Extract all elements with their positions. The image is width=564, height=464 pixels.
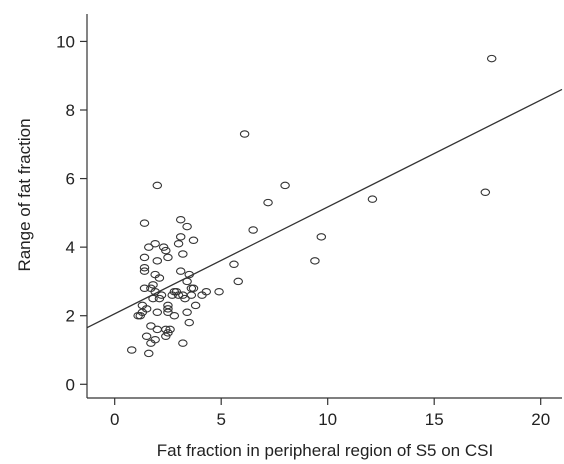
data-point — [280, 181, 290, 190]
data-point — [146, 322, 156, 330]
x-tick-label: 15 — [425, 410, 444, 429]
x-tick-label: 5 — [216, 410, 225, 429]
data-point — [152, 325, 163, 334]
data-point — [163, 305, 173, 313]
data-point — [139, 219, 150, 227]
data-point — [161, 325, 171, 334]
data-point — [139, 267, 150, 275]
data-point — [161, 246, 171, 255]
data-point — [182, 308, 192, 317]
data-point — [310, 257, 320, 265]
data-point — [154, 294, 165, 303]
data-point — [150, 287, 160, 296]
data-point — [180, 294, 190, 303]
data-point — [263, 198, 273, 207]
data-point — [148, 294, 158, 303]
data-point — [165, 325, 175, 334]
data-point — [178, 250, 188, 258]
data-point — [144, 243, 154, 251]
data-point — [190, 301, 201, 310]
y-tick-label: 0 — [66, 375, 75, 394]
data-point — [139, 253, 150, 262]
y-axis-title: Range of fat fraction — [15, 118, 34, 271]
data-points-layer — [126, 54, 497, 358]
y-tick-label: 10 — [56, 32, 75, 51]
data-point — [480, 188, 491, 197]
regression-line-layer — [86, 88, 563, 329]
x-tick-label: 0 — [110, 410, 119, 429]
data-point — [175, 215, 186, 224]
data-point — [201, 287, 212, 296]
x-axis-title: Fat fraction in peripheral region of S5 … — [157, 441, 493, 460]
data-point — [163, 329, 173, 337]
data-point — [175, 233, 186, 241]
data-point — [182, 277, 192, 286]
data-point — [178, 339, 188, 347]
data-point — [173, 239, 184, 248]
data-point — [239, 130, 250, 138]
data-point — [214, 287, 224, 296]
data-point — [229, 260, 239, 269]
data-point — [175, 267, 186, 275]
data-point — [186, 291, 197, 299]
data-point — [158, 243, 169, 251]
data-point — [173, 291, 184, 299]
data-point — [135, 311, 146, 320]
data-point — [144, 349, 154, 358]
data-point — [367, 195, 378, 203]
data-point — [316, 233, 327, 241]
data-point — [182, 222, 192, 231]
y-tick-label: 4 — [66, 238, 75, 257]
data-point — [171, 287, 182, 296]
data-point — [169, 311, 180, 320]
y-tick-label: 2 — [66, 307, 75, 326]
data-point — [139, 284, 150, 293]
y-tick-label: 6 — [66, 170, 75, 189]
data-point — [156, 291, 167, 299]
data-point — [152, 181, 163, 190]
data-point — [139, 263, 150, 272]
data-point — [188, 236, 199, 245]
regression-line — [86, 88, 563, 329]
data-point — [150, 239, 160, 248]
data-point — [163, 253, 173, 262]
data-point — [126, 346, 137, 354]
x-tick-label: 20 — [531, 410, 550, 429]
data-point — [184, 270, 194, 279]
data-point — [184, 318, 194, 327]
data-point — [152, 257, 163, 265]
data-point — [163, 301, 173, 310]
axes-layer: 0 2 4 6 8 10 0 5 10 15 20 — [56, 14, 562, 429]
data-point — [233, 277, 243, 286]
data-point — [141, 305, 152, 313]
data-point — [141, 332, 152, 341]
x-tick-label: 10 — [318, 410, 337, 429]
data-point — [186, 284, 197, 293]
data-point — [152, 308, 163, 317]
data-point — [486, 54, 497, 63]
data-point — [248, 226, 258, 234]
data-point — [150, 335, 160, 344]
y-tick-label: 8 — [66, 101, 75, 120]
data-point — [188, 284, 199, 293]
data-point — [154, 274, 165, 282]
data-point — [148, 281, 158, 289]
